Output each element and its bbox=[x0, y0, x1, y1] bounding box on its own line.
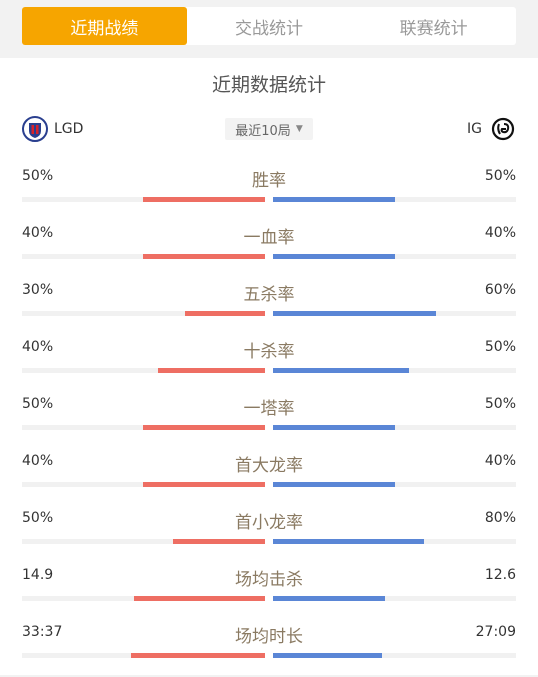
left-bar-fill bbox=[143, 425, 265, 430]
team-left: LGD bbox=[22, 116, 83, 142]
left-bar-track bbox=[22, 197, 265, 202]
stat-label: 一塔率 bbox=[243, 399, 295, 419]
stat-row: 50% 胜率 50% bbox=[0, 164, 538, 221]
right-bar-fill bbox=[273, 368, 409, 373]
team-left-name: LGD bbox=[54, 121, 84, 137]
stat-label: 五杀率 bbox=[243, 285, 295, 305]
left-bar-track bbox=[22, 482, 265, 487]
team-right: IG bbox=[467, 116, 516, 142]
right-bar-track bbox=[273, 368, 516, 373]
left-bar-fill bbox=[143, 254, 265, 259]
stat-row: 14.9 场均击杀 12.6 bbox=[0, 563, 538, 620]
lgd-logo-icon bbox=[22, 116, 48, 142]
right-bar-fill bbox=[273, 254, 395, 259]
right-bar-fill bbox=[273, 482, 395, 487]
caret-down-icon: ▼ bbox=[295, 124, 303, 134]
right-bar-fill bbox=[273, 197, 395, 202]
stat-right-value: 40% bbox=[484, 453, 516, 469]
tab-head-to-head[interactable]: 交战统计 bbox=[235, 18, 303, 39]
left-bar-track bbox=[22, 254, 265, 259]
match-range-dropdown[interactable]: 最近10局 ▼ bbox=[225, 118, 313, 140]
stat-row: 50% 一塔率 50% bbox=[0, 392, 538, 449]
right-bar-fill bbox=[273, 596, 385, 601]
right-bar-track bbox=[273, 197, 516, 202]
team-right-name: IG bbox=[467, 121, 482, 137]
stat-row: 50% 首小龙率 80% bbox=[0, 506, 538, 563]
stat-row: 40% 一血率 40% bbox=[0, 221, 538, 278]
right-bar-track bbox=[273, 311, 516, 316]
stat-left-value: 30% bbox=[22, 282, 54, 298]
stat-row: 30% 五杀率 60% bbox=[0, 278, 538, 335]
stat-row: 40% 首大龙率 40% bbox=[0, 449, 538, 506]
stat-right-value: 12.6 bbox=[484, 567, 516, 583]
stat-label: 首大龙率 bbox=[235, 456, 303, 476]
tab-recent-record[interactable]: 近期战绩 bbox=[22, 7, 187, 45]
right-bar-track bbox=[273, 653, 516, 658]
left-bar-fill bbox=[134, 596, 265, 601]
left-bar-track bbox=[22, 425, 265, 430]
left-bar-track bbox=[22, 653, 265, 658]
right-bar-track bbox=[273, 425, 516, 430]
stat-left-value: 14.9 bbox=[22, 567, 54, 583]
stat-row: 40% 十杀率 50% bbox=[0, 335, 538, 392]
right-bar-track bbox=[273, 596, 516, 601]
left-bar-fill bbox=[185, 311, 265, 316]
stat-label: 首小龙率 bbox=[235, 513, 303, 533]
left-bar-fill bbox=[158, 368, 265, 373]
stat-label: 十杀率 bbox=[243, 342, 295, 362]
right-bar-fill bbox=[273, 425, 395, 430]
left-bar-fill bbox=[173, 539, 265, 544]
stat-label: 一血率 bbox=[243, 228, 295, 248]
left-bar-track bbox=[22, 368, 265, 373]
right-bar-track bbox=[273, 539, 516, 544]
left-bar-track bbox=[22, 596, 265, 601]
right-bar-fill bbox=[273, 311, 436, 316]
tab-bar: 近期战绩 交战统计 联赛统计 bbox=[22, 7, 516, 45]
left-bar-fill bbox=[143, 482, 265, 487]
stat-left-value: 40% bbox=[22, 453, 54, 469]
stat-right-value: 50% bbox=[484, 396, 516, 412]
stat-right-value: 50% bbox=[484, 168, 516, 184]
stat-label: 场均时长 bbox=[235, 627, 303, 647]
stat-label: 场均击杀 bbox=[235, 570, 303, 590]
stat-right-value: 40% bbox=[484, 225, 516, 241]
stat-right-value: 60% bbox=[484, 282, 516, 298]
right-bar-track bbox=[273, 482, 516, 487]
right-bar-fill bbox=[273, 539, 424, 544]
right-bar-track bbox=[273, 254, 516, 259]
stat-left-value: 50% bbox=[22, 510, 54, 526]
match-range-label: 最近10局 bbox=[235, 123, 291, 139]
stat-left-value: 40% bbox=[22, 339, 54, 355]
tab-league-stats[interactable]: 联赛统计 bbox=[399, 18, 468, 39]
stat-row: 33:37 场均时长 27:09 bbox=[0, 620, 538, 677]
stat-left-value: 50% bbox=[22, 168, 54, 184]
stat-label: 胜率 bbox=[252, 171, 286, 191]
stats-panel: 近期数据统计 LGD 最近10局 ▼ IG 50% 胜率 50% 40% 一血率 40% 3… bbox=[0, 58, 538, 675]
left-bar-track bbox=[22, 311, 265, 316]
stat-left-value: 33:37 bbox=[22, 624, 63, 640]
section-title: 近期数据统计 bbox=[211, 74, 326, 96]
left-bar-fill bbox=[131, 653, 265, 658]
ig-logo-icon bbox=[491, 117, 515, 141]
left-bar-fill bbox=[143, 197, 265, 202]
stat-right-value: 27:09 bbox=[475, 624, 516, 640]
stat-left-value: 40% bbox=[22, 225, 54, 241]
stat-left-value: 50% bbox=[22, 396, 54, 412]
right-bar-fill bbox=[273, 653, 382, 658]
stat-right-value: 80% bbox=[484, 510, 516, 526]
left-bar-track bbox=[22, 539, 265, 544]
stat-right-value: 50% bbox=[484, 339, 516, 355]
tab-bar-container: 近期战绩 交战统计 联赛统计 bbox=[0, 0, 538, 58]
